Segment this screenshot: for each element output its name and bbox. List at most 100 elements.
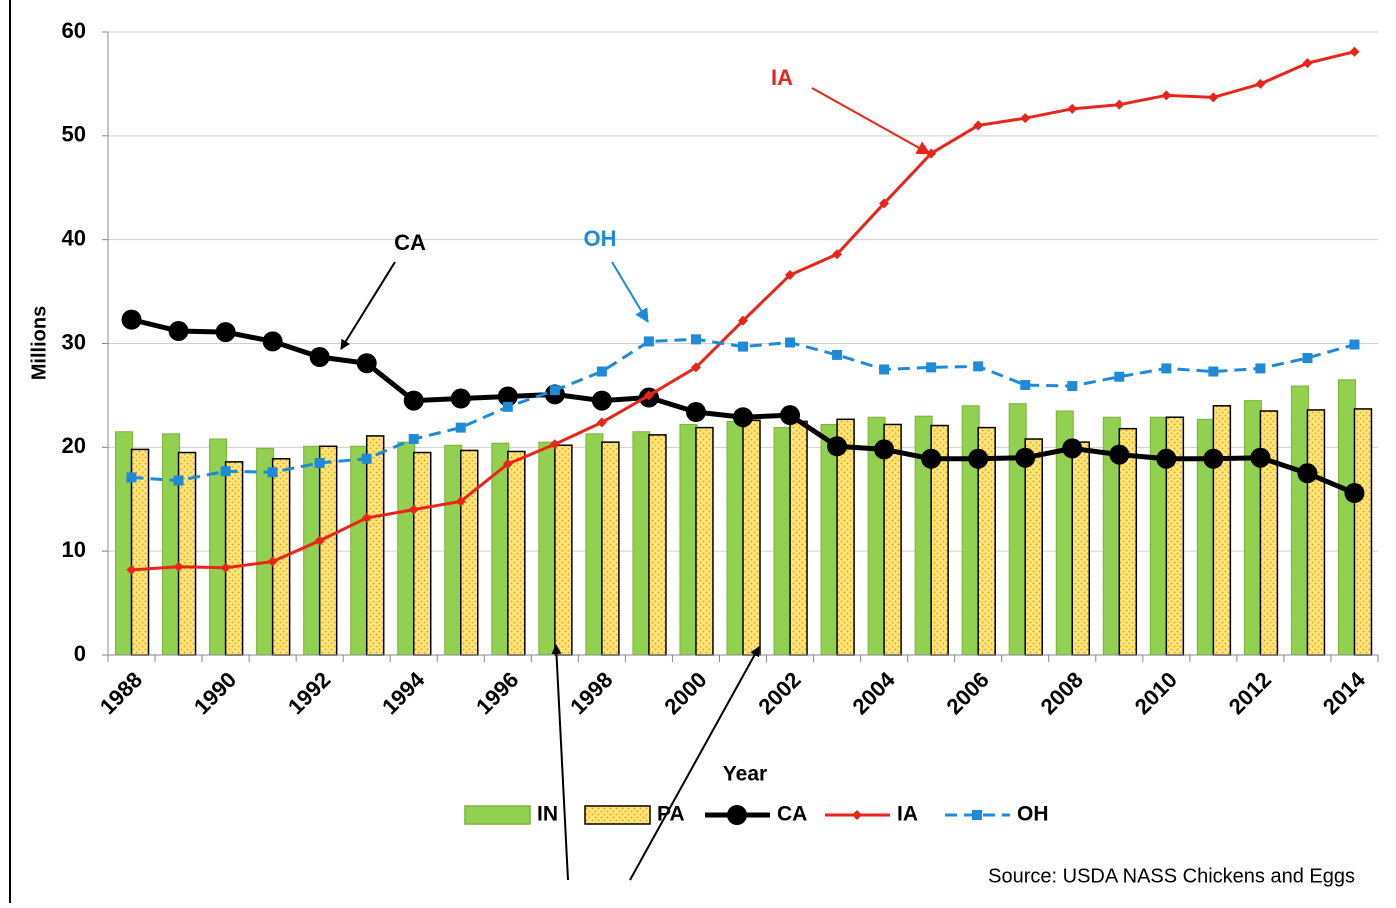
point: [309, 346, 330, 367]
legend-swatch: [464, 805, 531, 825]
point: [455, 496, 466, 507]
point: [874, 439, 895, 460]
point: [832, 249, 843, 260]
point: [502, 458, 513, 469]
point: [220, 466, 231, 477]
bar: [444, 444, 463, 656]
legend-label: PA: [657, 803, 685, 826]
y-tick-label: 50: [62, 122, 86, 147]
point: [408, 434, 419, 445]
bar: [601, 441, 620, 656]
annotation-arrow: [611, 261, 649, 323]
bar: [679, 423, 698, 656]
bar: [538, 441, 557, 656]
point: [685, 402, 706, 423]
bar: [162, 433, 181, 656]
point: [173, 475, 184, 486]
point: [1109, 444, 1130, 465]
bar: [1259, 410, 1279, 656]
point: [1349, 339, 1360, 350]
bar: [1337, 379, 1356, 656]
annotation: CA: [394, 230, 426, 255]
bar: [1353, 408, 1373, 656]
bar: [256, 447, 275, 656]
bar: [820, 423, 839, 656]
legend-swatch: [584, 805, 651, 825]
annotation-arrow: [551, 644, 569, 881]
point: [643, 390, 654, 401]
point: [1161, 90, 1172, 101]
bar: [695, 426, 714, 656]
point: [596, 366, 607, 377]
bar: [303, 445, 322, 656]
point: [1203, 448, 1224, 469]
bar: [961, 405, 980, 656]
bar: [789, 420, 808, 656]
point: [832, 349, 843, 360]
point: [267, 556, 278, 567]
point: [1255, 363, 1266, 374]
legend-marker: [852, 810, 862, 820]
point: [356, 353, 377, 374]
point: [220, 562, 231, 573]
x-tick-label: 1998: [565, 667, 617, 719]
point: [1020, 113, 1031, 124]
y-tick-label: 30: [62, 329, 86, 354]
y-tick-label: 0: [74, 641, 86, 666]
bar: [585, 433, 604, 656]
bar: [1071, 441, 1091, 656]
point: [1344, 483, 1365, 504]
point: [121, 309, 142, 330]
point: [408, 504, 419, 515]
legend-label: OH: [1017, 803, 1049, 826]
point: [1349, 46, 1360, 57]
point: [1208, 366, 1219, 377]
bar: [742, 419, 761, 656]
bar: [726, 420, 745, 656]
point: [780, 405, 801, 426]
point: [1067, 103, 1078, 114]
annotation: OH: [584, 226, 617, 251]
annotation-arrow: [629, 646, 760, 881]
point: [455, 422, 466, 433]
x-tick-label: 2012: [1224, 667, 1276, 719]
point: [973, 120, 984, 131]
y-tick-label: 40: [62, 225, 86, 250]
bar: [115, 431, 134, 656]
x-tick-label: 2006: [942, 667, 994, 719]
lines: [121, 46, 1365, 575]
point: [1161, 363, 1172, 374]
point: [502, 401, 513, 412]
x-tick-label: 2004: [847, 666, 900, 719]
y-tick-label: 60: [62, 18, 86, 43]
legend-marker: [727, 805, 747, 825]
x-tick-label: 1994: [377, 666, 430, 719]
point: [879, 364, 890, 375]
x-tick-label: 1988: [95, 667, 147, 719]
point: [1062, 438, 1083, 459]
point: [126, 472, 137, 483]
x-tick-label: 1996: [471, 667, 523, 719]
bar: [350, 445, 369, 656]
bar: [632, 431, 651, 656]
point: [973, 361, 984, 372]
point: [314, 457, 325, 468]
point: [921, 448, 942, 469]
x-tick-label: 1990: [189, 667, 241, 719]
point: [827, 436, 848, 457]
x-tick-label: 2010: [1130, 667, 1182, 719]
legend-label: CA: [777, 803, 807, 826]
point: [591, 390, 612, 411]
bar: [365, 435, 385, 656]
point: [1255, 78, 1266, 89]
point: [1020, 380, 1031, 391]
point: [1250, 447, 1271, 468]
point: [596, 417, 607, 428]
point: [1114, 99, 1125, 110]
point: [173, 561, 184, 572]
bar: [1212, 405, 1232, 656]
bar: [1008, 403, 1027, 656]
point: [643, 336, 654, 347]
point: [450, 388, 471, 409]
y-axis-label: Millions: [28, 306, 50, 380]
